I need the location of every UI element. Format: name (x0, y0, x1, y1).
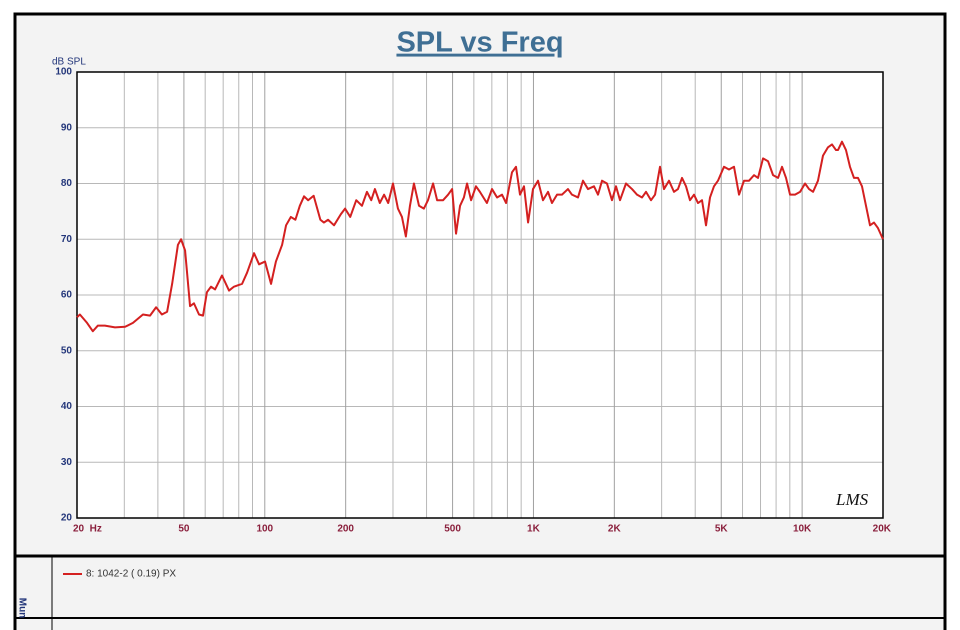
y-tick-label: 50 (61, 345, 73, 356)
legend-entry: 8: 1042-2 ( 0.19) PX (86, 569, 176, 580)
x-tick-label: 1K (527, 524, 541, 535)
y-tick-label: 90 (61, 122, 73, 133)
data-line (76, 140, 884, 333)
plot-border (76, 71, 884, 519)
annotation: LMS (835, 490, 869, 509)
chart-title: SPL vs Freq (396, 27, 563, 59)
x-tick-label: 20K (873, 524, 892, 535)
x-tick-label: 2K (608, 524, 622, 535)
x-tick-label: 100 (256, 524, 273, 535)
x-tick-label: 500 (444, 524, 461, 535)
x-tick-label: 10K (793, 524, 812, 535)
y-tick-label: 80 (61, 178, 73, 189)
side-label: Mun (16, 598, 27, 619)
x-tick-label: 200 (337, 524, 354, 535)
x-tick-label: 5K (715, 524, 729, 535)
x-tick-label: 50 (178, 524, 190, 535)
y-tick-label: 70 (61, 234, 73, 245)
y-tick-label: 100 (55, 67, 72, 78)
x-tick-label: 20 Hz (73, 524, 102, 535)
y-axis-label: dB SPL (52, 57, 86, 68)
y-tick-label: 60 (61, 290, 73, 301)
y-tick-label: 20 (61, 513, 73, 524)
y-tick-label: 40 (61, 401, 73, 412)
y-tick-label: 30 (61, 457, 73, 468)
